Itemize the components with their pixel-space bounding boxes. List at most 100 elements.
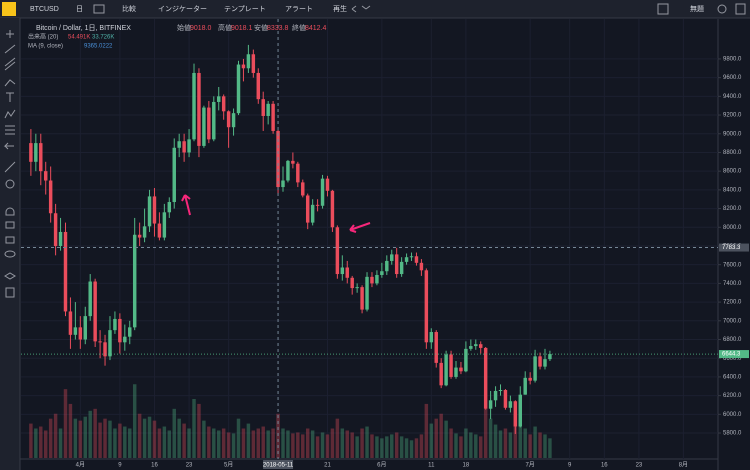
crosshair-tool[interactable]	[6, 30, 14, 38]
volume-bar	[399, 436, 404, 458]
candle-body	[98, 341, 102, 343]
volume-bar	[320, 432, 325, 458]
candle-body	[360, 287, 364, 310]
volume-bar	[281, 428, 285, 458]
x-tick-label: 6月	[377, 462, 386, 469]
y-tick-label: 9400.0	[723, 94, 742, 100]
candle-body	[296, 163, 300, 183]
fib-tool[interactable]	[5, 125, 15, 135]
candle-body	[291, 160, 295, 164]
candle-body	[39, 143, 43, 172]
logo[interactable]	[2, 2, 16, 16]
channel-tool[interactable]	[4, 57, 16, 71]
x-tick-label: 23	[186, 463, 193, 469]
top-toolbar: BTCUSD 日 比較 インジケーター テンプレート アラート 再生 無題	[0, 0, 750, 19]
candle-body	[162, 212, 167, 238]
open-value: 9018.0	[190, 25, 212, 32]
zoom-tool[interactable]	[5, 179, 15, 189]
close-value: 8412.4	[305, 25, 327, 32]
x-tick-label: 9	[118, 463, 122, 469]
candle-body	[513, 401, 518, 427]
volume-bar	[137, 413, 142, 458]
volume-bar	[177, 418, 181, 458]
chart-style-icon[interactable]	[93, 4, 105, 14]
magnet-tool[interactable]	[5, 207, 15, 216]
stay-draw[interactable]	[5, 221, 15, 229]
volume-bar	[88, 410, 92, 458]
candle-body	[533, 356, 537, 381]
text-tool[interactable]	[6, 92, 14, 102]
candle-body	[68, 311, 73, 335]
volume-bar	[39, 426, 43, 458]
lock[interactable]	[5, 236, 15, 244]
settings[interactable]	[717, 4, 727, 14]
candle-body	[439, 362, 443, 386]
volume-bar	[414, 438, 419, 458]
candle-body	[182, 141, 186, 153]
y-tick-label: 8600.0	[723, 169, 742, 175]
volume-bar	[246, 423, 251, 458]
candle-body	[251, 54, 256, 73]
volume-bar	[429, 423, 434, 458]
volume-bar	[58, 428, 63, 458]
ruler-tool[interactable]	[4, 161, 16, 173]
templates[interactable]: テンプレート	[224, 5, 266, 13]
candle-body	[330, 190, 335, 228]
close-label: 終値	[292, 23, 306, 32]
y-tick-label: 9800.0	[723, 57, 742, 63]
volume-bar	[464, 428, 468, 458]
y-tick-label: 9000.0	[723, 131, 742, 137]
candle-body	[103, 342, 107, 357]
y-tick-label: 8800.0	[723, 150, 742, 156]
volume-bar	[449, 428, 453, 458]
candle-body	[350, 277, 354, 289]
candle-body	[394, 254, 399, 275]
volume-bar	[523, 428, 527, 458]
volume-bar	[533, 426, 537, 458]
volume-bar	[434, 418, 438, 458]
trash[interactable]	[5, 287, 15, 298]
candle-body	[449, 354, 453, 377]
arrow-tool[interactable]	[3, 142, 14, 150]
replay[interactable]: 再生	[333, 4, 347, 13]
visibility[interactable]	[4, 250, 16, 258]
volume-bar	[503, 428, 508, 458]
fullscreen[interactable]	[657, 3, 669, 15]
volume-bar	[538, 432, 542, 458]
candle-body	[123, 336, 127, 343]
y-tick-label: 8400.0	[723, 187, 742, 193]
candle-body	[414, 256, 419, 263]
candle-body	[128, 327, 132, 337]
candle-body	[409, 256, 414, 258]
pattern-tool[interactable]	[4, 109, 16, 119]
indicators[interactable]: インジケーター	[158, 4, 207, 13]
candle-body	[503, 390, 508, 408]
candle-body	[483, 347, 488, 409]
symbol[interactable]: BTCUSD	[30, 6, 59, 13]
x-tick-label: 7月	[525, 462, 534, 469]
volume-bar	[394, 432, 399, 458]
compare[interactable]: 比較	[122, 4, 136, 13]
volume-bar	[488, 418, 493, 458]
volume-bar	[454, 433, 458, 458]
volume-bar	[439, 413, 443, 458]
candle-body	[142, 226, 147, 238]
y-tick-label: 9200.0	[723, 113, 742, 119]
volume-bar	[256, 428, 261, 458]
candle-body	[241, 64, 246, 69]
candle-body	[434, 332, 438, 363]
snapshot[interactable]	[735, 3, 746, 15]
crosshair-date-label: 2018-05-11	[263, 463, 294, 469]
layout-name[interactable]: 無題	[690, 4, 704, 13]
layers[interactable]	[4, 272, 16, 280]
interval[interactable]: 日	[76, 5, 83, 13]
brush-tool[interactable]	[4, 79, 16, 87]
alerts[interactable]: アラート	[285, 5, 313, 13]
volume-bar	[469, 432, 473, 458]
undo-redo[interactable]	[351, 5, 371, 13]
line-tool[interactable]	[4, 44, 16, 54]
candle-body	[118, 318, 122, 343]
volume-bar	[162, 426, 167, 458]
candle-body	[543, 359, 547, 367]
